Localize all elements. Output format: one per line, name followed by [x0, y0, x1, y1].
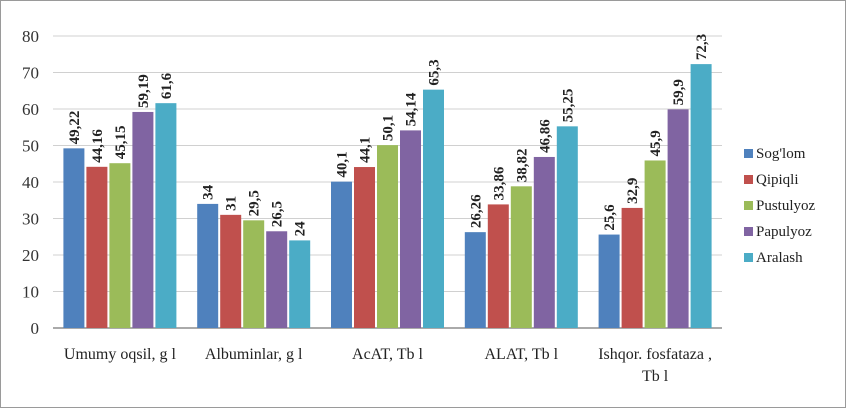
bar — [690, 64, 712, 328]
bar — [63, 148, 85, 328]
legend-swatch — [744, 227, 753, 236]
data-label: 44,16 — [90, 129, 106, 163]
data-label: 31 — [224, 196, 240, 211]
x-category-label: Umumy oqsil, g l — [64, 346, 177, 363]
data-label: 33,86 — [491, 166, 507, 200]
data-label: 50,1 — [381, 115, 397, 141]
bar — [197, 203, 219, 328]
x-category-label: Ishqor. fosfataza , — [598, 346, 712, 363]
y-tick-label: 70 — [22, 64, 39, 83]
legend-label: Sog'lom — [756, 146, 806, 162]
bar — [109, 163, 131, 328]
bar — [400, 130, 421, 328]
data-label: 29,5 — [247, 190, 263, 216]
legend-label: Papulyoz — [756, 224, 812, 240]
data-label: 49,22 — [67, 111, 83, 145]
data-label: 44,1 — [358, 137, 374, 163]
bar — [220, 214, 242, 328]
legend-label: Qipiqli — [756, 172, 799, 188]
bar — [266, 231, 288, 328]
data-label: 38,82 — [514, 149, 530, 183]
y-tick-label: 10 — [22, 283, 39, 302]
legend-swatch — [744, 149, 753, 158]
legend-swatch — [744, 253, 753, 262]
data-label: 55,25 — [560, 89, 576, 123]
y-tick-label: 40 — [22, 173, 39, 192]
bar — [644, 160, 666, 328]
bar — [354, 167, 375, 328]
bar — [533, 156, 555, 328]
bar — [487, 204, 509, 328]
data-label: 34 — [201, 184, 217, 200]
data-label: 54,14 — [404, 92, 420, 126]
data-label: 45,9 — [648, 130, 664, 156]
y-tick-label: 80 — [22, 27, 39, 46]
bar — [621, 207, 643, 328]
bar — [464, 232, 486, 328]
data-label: 46,86 — [537, 119, 553, 153]
data-label: 59,19 — [136, 74, 152, 108]
y-tick-label: 0 — [31, 319, 40, 338]
x-category-label: Tb l — [642, 368, 669, 385]
data-label: 26,26 — [468, 194, 484, 228]
data-label: 65,3 — [427, 59, 443, 85]
data-label: 72,3 — [694, 34, 710, 60]
bar — [132, 111, 154, 328]
bar — [423, 89, 444, 328]
x-category-label: ALAT, Tb l — [484, 346, 558, 363]
data-label: 59,9 — [671, 79, 687, 105]
legend-swatch — [744, 201, 753, 210]
legend-label: Pustulyoz — [756, 198, 816, 214]
y-tick-label: 50 — [22, 137, 39, 156]
bar — [556, 126, 578, 329]
bar — [289, 240, 311, 328]
data-label: 40,1 — [335, 151, 351, 177]
data-label: 45,15 — [113, 125, 129, 159]
bar — [377, 145, 398, 328]
data-label: 61,6 — [159, 72, 175, 99]
data-label: 24 — [293, 221, 309, 237]
data-label: 26,5 — [270, 201, 286, 227]
legend-swatch — [744, 175, 753, 184]
data-label: 25,6 — [602, 204, 618, 231]
bar — [243, 220, 265, 328]
x-category-label: Albuminlar, g l — [205, 346, 303, 363]
x-category-label: AcAT, Tb l — [352, 346, 424, 363]
bar — [155, 103, 177, 328]
bar — [86, 166, 108, 328]
data-label: 32,9 — [625, 178, 641, 204]
bar — [510, 186, 532, 328]
y-tick-label: 60 — [22, 100, 39, 119]
y-tick-label: 30 — [22, 210, 39, 229]
legend-label: Aralash — [756, 250, 803, 266]
bar — [667, 109, 689, 329]
bar — [331, 181, 352, 328]
y-tick-label: 20 — [22, 246, 39, 265]
bar — [598, 234, 620, 328]
